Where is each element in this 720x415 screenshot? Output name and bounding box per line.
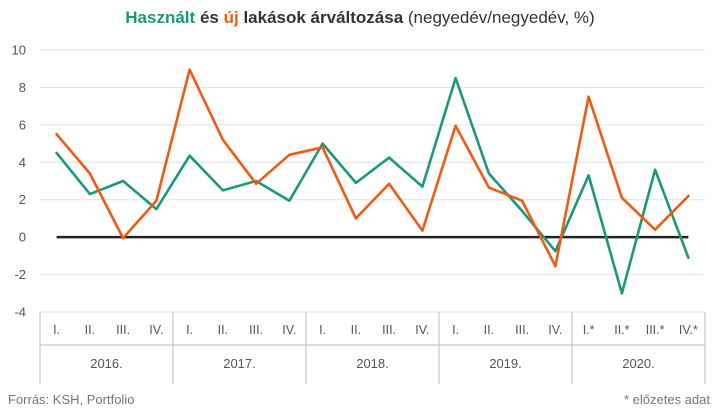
data-point-new [454, 124, 457, 127]
quarter-label: II. [218, 323, 228, 337]
quarter-label: II. [351, 323, 361, 337]
data-point-new [421, 229, 424, 232]
data-point-new [653, 228, 657, 231]
data-point-new [587, 95, 590, 98]
series-line-new [55, 68, 690, 268]
y-tick-label: 4 [19, 155, 26, 170]
data-point-used [188, 154, 191, 157]
data-point-used [155, 207, 158, 211]
quarter-label: II. [484, 323, 494, 337]
quarter-label: I. [53, 323, 60, 337]
data-point-new [487, 186, 491, 189]
quarter-label: I. [319, 323, 326, 337]
y-tick-label: 6 [19, 117, 26, 132]
data-point-used [221, 189, 225, 192]
data-point-used [454, 76, 457, 80]
y-tick-label: 2 [19, 192, 26, 207]
quarter-label: I. [186, 323, 193, 337]
series-line-used [55, 76, 690, 295]
quarter-label: I.* [583, 323, 595, 337]
data-point-new [221, 138, 225, 142]
quarter-label: III. [116, 323, 130, 337]
data-point-used [121, 179, 125, 183]
gridlines [40, 49, 705, 313]
data-point-new [55, 133, 58, 136]
title-and: és [199, 8, 219, 27]
y-tick-label: -2 [14, 267, 26, 282]
title-unit: (negyedév/negyedév, %) [407, 8, 595, 27]
data-point-new [520, 199, 524, 202]
quarter-label: III.* [646, 323, 665, 337]
data-point-used [687, 256, 690, 259]
year-label: 2016. [90, 356, 123, 371]
data-point-new [88, 172, 92, 175]
source-note: Forrás: KSH, Portfolio [8, 392, 135, 407]
data-point-new [254, 182, 258, 186]
year-label: 2017. [223, 356, 256, 371]
data-point-new [387, 182, 391, 186]
y-tick-label: 0 [19, 230, 26, 245]
chart-title: Használt és új lakások árváltozása (negy… [0, 8, 720, 28]
data-point-used [554, 249, 557, 253]
series-lines [55, 68, 690, 295]
title-used: Használt [125, 8, 196, 27]
data-point-used [288, 199, 291, 202]
data-point-new [188, 68, 191, 71]
data-point-used [487, 172, 491, 175]
year-label: 2018. [356, 356, 389, 371]
data-point-new [121, 236, 125, 240]
data-point-new [620, 196, 624, 200]
data-point-used [55, 151, 58, 155]
data-point-new [687, 194, 690, 198]
data-point-new [554, 264, 557, 268]
data-point-used [354, 181, 358, 185]
data-point-used [653, 168, 657, 171]
data-point-used [421, 185, 424, 188]
title-rest: lakások árváltozása [243, 8, 404, 27]
data-point-new [354, 217, 358, 220]
quarter-label: III. [515, 323, 529, 337]
data-point-new [155, 199, 158, 202]
quarter-label: II.* [614, 323, 629, 337]
quarter-label: IV.* [679, 323, 698, 337]
data-point-used [587, 174, 590, 177]
quarter-label: II. [85, 323, 95, 337]
data-point-used [620, 292, 624, 295]
data-point-used [321, 142, 324, 145]
data-point-used [88, 192, 92, 196]
quarter-label: IV. [282, 323, 296, 337]
y-tick-label: 8 [19, 80, 26, 95]
year-label: 2019. [489, 356, 522, 371]
preliminary-footnote: * előzetes adat [623, 392, 710, 407]
y-tick-label: 10 [12, 43, 26, 58]
data-point-used [387, 156, 391, 159]
y-axis-ticks: -4 -2 0 2 4 6 8 10 [12, 43, 26, 320]
quarter-label: I. [452, 323, 459, 337]
data-point-new [288, 153, 291, 156]
quarter-label: III. [382, 323, 396, 337]
data-point-new [321, 146, 324, 149]
quarter-label: III. [249, 323, 263, 337]
data-point-used [520, 209, 524, 213]
quarter-label: IV. [149, 323, 163, 337]
quarter-label: IV. [415, 323, 429, 337]
line-chart: -4 -2 0 2 4 6 8 10 I. II. III. IV. I. II. III. IV. I. II… [12, 43, 706, 384]
year-label: 2020. [622, 356, 655, 371]
y-tick-label: -4 [14, 305, 26, 320]
quarter-label: IV. [548, 323, 562, 337]
title-new: új [223, 8, 239, 27]
x-axis: I. II. III. IV. I. II. III. IV. I. II. III. IV. I. II… [39, 312, 706, 384]
